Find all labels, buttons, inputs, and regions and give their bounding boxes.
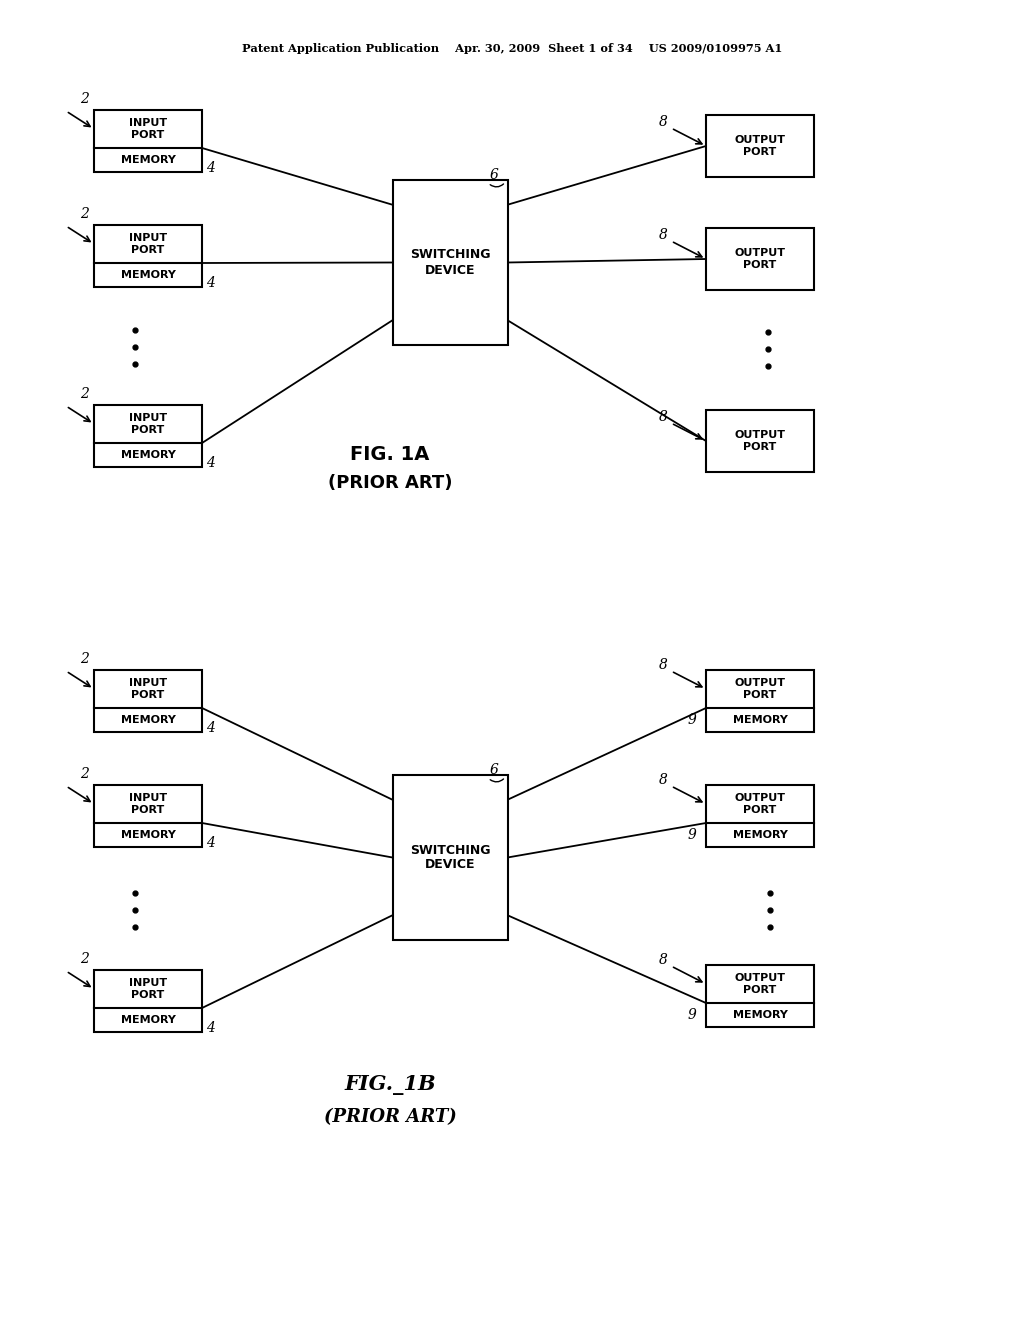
Text: 9: 9 xyxy=(687,713,696,727)
Text: (PRIOR ART): (PRIOR ART) xyxy=(328,474,453,492)
Text: INPUT
PORT: INPUT PORT xyxy=(129,678,167,700)
Bar xyxy=(94,405,202,467)
Text: OUTPUT
PORT: OUTPUT PORT xyxy=(734,973,785,995)
Bar xyxy=(94,110,202,172)
Text: 8: 8 xyxy=(658,774,668,787)
Bar xyxy=(706,115,814,177)
Text: MEMORY: MEMORY xyxy=(732,1010,787,1020)
Text: 2: 2 xyxy=(80,92,88,106)
Bar xyxy=(94,785,202,847)
Text: 8: 8 xyxy=(658,115,668,129)
Text: 8: 8 xyxy=(658,411,668,424)
Text: MEMORY: MEMORY xyxy=(121,271,175,280)
Bar xyxy=(706,411,814,473)
Text: MEMORY: MEMORY xyxy=(121,154,175,165)
Text: 2: 2 xyxy=(80,952,88,966)
Text: 4: 4 xyxy=(206,276,214,290)
Bar xyxy=(94,970,202,1032)
Bar xyxy=(94,671,202,733)
Text: INPUT
PORT: INPUT PORT xyxy=(129,793,167,814)
Text: 8: 8 xyxy=(658,228,668,242)
Text: FIG._1B: FIG._1B xyxy=(344,1074,436,1096)
Text: INPUT
PORT: INPUT PORT xyxy=(129,413,167,434)
Bar xyxy=(392,180,508,345)
Bar xyxy=(94,224,202,286)
Text: OUTPUT
PORT: OUTPUT PORT xyxy=(734,430,785,451)
Text: MEMORY: MEMORY xyxy=(121,1015,175,1026)
Bar xyxy=(706,785,814,847)
Bar xyxy=(706,671,814,733)
Text: (PRIOR ART): (PRIOR ART) xyxy=(324,1107,457,1126)
Bar xyxy=(392,775,508,940)
Text: OUTPUT
PORT: OUTPUT PORT xyxy=(734,135,785,157)
Text: 8: 8 xyxy=(658,953,668,968)
Text: 4: 4 xyxy=(206,1020,214,1035)
Text: 8: 8 xyxy=(658,657,668,672)
Text: 2: 2 xyxy=(80,207,88,220)
Text: INPUT
PORT: INPUT PORT xyxy=(129,119,167,140)
Text: MEMORY: MEMORY xyxy=(732,830,787,840)
Bar xyxy=(706,228,814,290)
Text: 2: 2 xyxy=(80,387,88,401)
Text: 6: 6 xyxy=(490,763,499,777)
Text: MEMORY: MEMORY xyxy=(732,715,787,725)
Text: MEMORY: MEMORY xyxy=(121,830,175,840)
Text: SWITCHING
DEVICE: SWITCHING DEVICE xyxy=(410,843,490,871)
Bar xyxy=(706,965,814,1027)
Text: SWITCHING
DEVICE: SWITCHING DEVICE xyxy=(410,248,490,276)
Text: OUTPUT
PORT: OUTPUT PORT xyxy=(734,678,785,700)
Text: 4: 4 xyxy=(206,455,214,470)
Text: FIG. 1A: FIG. 1A xyxy=(350,446,430,465)
Text: 2: 2 xyxy=(80,652,88,667)
Text: OUTPUT
PORT: OUTPUT PORT xyxy=(734,248,785,269)
Text: 4: 4 xyxy=(206,836,214,850)
Text: 2: 2 xyxy=(80,767,88,781)
Text: 9: 9 xyxy=(687,828,696,842)
Text: Patent Application Publication    Apr. 30, 2009  Sheet 1 of 34    US 2009/010997: Patent Application Publication Apr. 30, … xyxy=(242,42,782,54)
Text: INPUT
PORT: INPUT PORT xyxy=(129,978,167,999)
Text: 4: 4 xyxy=(206,161,214,176)
Text: OUTPUT
PORT: OUTPUT PORT xyxy=(734,793,785,814)
Text: MEMORY: MEMORY xyxy=(121,715,175,725)
Text: 9: 9 xyxy=(687,1008,696,1022)
Text: 4: 4 xyxy=(206,721,214,735)
Text: MEMORY: MEMORY xyxy=(121,450,175,459)
Text: INPUT
PORT: INPUT PORT xyxy=(129,234,167,255)
Text: 6: 6 xyxy=(490,168,499,182)
